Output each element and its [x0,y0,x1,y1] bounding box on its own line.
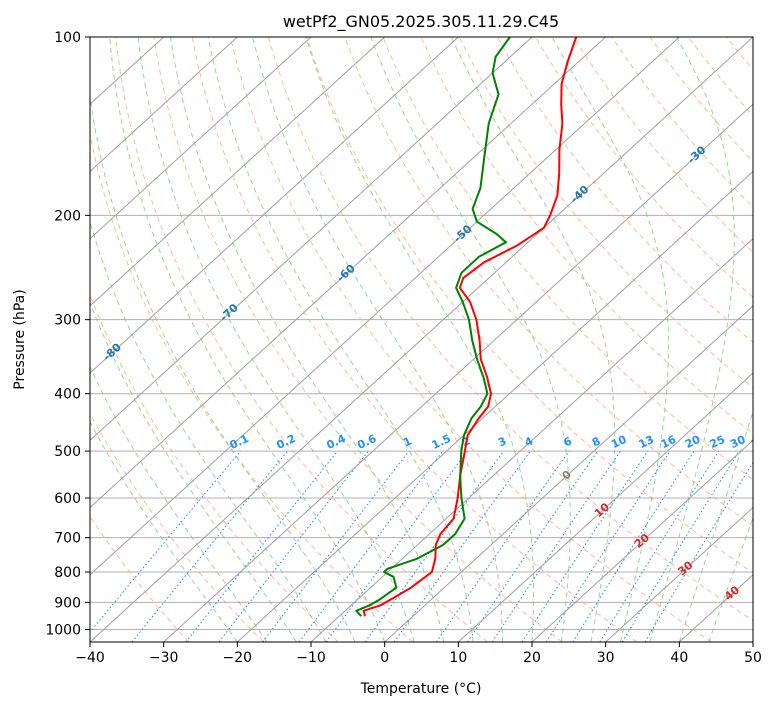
mixing-ratio-line [185,450,338,642]
plot-frame [89,36,754,643]
sounding-series [355,37,578,617]
mixing-ratio-label: 13 [637,433,656,451]
y-axis-ticks: 1000 900 800 700 600 500 400 300 200 100 [45,30,90,638]
dry-adiabat-line [306,37,753,574]
mixing-ratio-line [393,450,531,642]
y-tick-label: 900 [54,595,81,611]
isotherm-line [605,506,753,642]
moist-adiabat-line [90,219,327,642]
mixing-ratio-line [644,461,753,642]
x-tick-label: 50 [744,650,762,666]
x-tick-label: 10 [449,650,467,666]
mixing-ratio-line [262,450,410,642]
dry-adiabat-line [382,37,753,481]
dry-adiabat-line [229,37,712,642]
x-tick-label: −20 [223,650,253,666]
mixing-ratio-line [572,450,695,642]
x-tick-label: −40 [75,650,105,666]
x-tick-label: 20 [523,650,541,666]
y-tick-label: 600 [54,491,81,507]
dry-adiabat-line [535,37,753,298]
dewpoint-profile-line [355,37,511,617]
moist-adiabat-line [170,37,445,642]
moist-adiabat-line [450,37,616,642]
dry-adiabat-line [573,37,753,253]
moist-adiabat-line [305,37,534,642]
isotherm-line [531,439,753,642]
dry-adiabat-line [153,37,563,642]
mixing-ratio-line [545,450,671,642]
x-axis-label: Temperature (°C) [360,681,482,697]
isotherm-line [384,305,753,642]
x-tick-label: −30 [149,650,179,666]
y-tick-label: 800 [54,565,81,581]
y-tick-label: 200 [54,208,81,224]
dry-adiabat-line [90,293,339,642]
isotherm-line [90,37,459,374]
y-axis-label: Pressure (hPa) [12,289,28,389]
isotherm-line [236,170,753,642]
y-tick-label: 300 [54,313,81,329]
dry-adiabat-line [649,37,753,163]
y-tick-label: 1000 [45,622,81,638]
isotherm-line [90,37,680,576]
mixing-ratio-label: 20 [683,433,703,451]
isotherm-line [90,37,607,509]
moist-adiabat-line [90,92,356,642]
dry-adiabat-line [90,515,190,642]
isotherm-line [310,237,753,642]
x-axis-ticks: −40 −30 −20 −10 0 10 20 30 40 50 [75,642,762,666]
y-tick-label: 400 [54,387,81,403]
mixing-ratio-line [599,450,720,642]
isotherm-line [90,37,533,442]
chart-title: wetPf2_GN05.2025.305.11.29.C45 [283,12,559,32]
mixing-ratio-line [218,450,369,642]
dry-adiabat-line [115,37,488,642]
mixing-ratio-line [364,450,505,642]
moist-adiabat-line [137,37,415,642]
dry-adiabat-line [90,412,264,642]
mixing-ratio-line [131,450,288,642]
dry-adiabat-line [611,37,753,208]
dry-adiabat-line [90,131,414,642]
dry-adiabat-line [268,37,753,622]
x-tick-label: 30 [597,650,615,666]
mixing-ratio-line [90,450,242,633]
isotherm-line [90,37,753,642]
mixing-ratio-label: 30 [728,433,748,451]
mixing-ratio-label: 16 [659,433,679,451]
moist-adiabat-line [370,37,571,642]
x-tick-label: −10 [296,650,326,666]
y-tick-label: 500 [54,444,81,460]
moist-adiabat-line [207,37,474,642]
isotherm-line [90,37,312,240]
isotherms [90,37,753,642]
mixing-ratio-label: 10 [609,433,629,451]
dry-adiabat-line [191,37,638,642]
plot-area: -100-90-80-70-60-50-40-30-20-100.10.20.4… [90,37,769,642]
moist-adiabat-line [649,37,735,642]
isotherm-line [163,103,753,642]
mixing-ratio-label: 25 [708,433,727,451]
isotherm-line [90,37,386,307]
mixing-ratio-line [467,450,599,642]
moist-adiabat-line [252,37,503,642]
mixing-ratio-label: 36 [749,433,769,451]
isotherm-line [90,37,238,173]
isotherm-line [457,372,753,642]
x-tick-label: 0 [380,650,389,666]
x-tick-label: 40 [670,650,688,666]
y-tick-label: 700 [54,531,81,547]
y-tick-label: 100 [54,30,81,46]
temperature-profile-line [362,37,578,617]
